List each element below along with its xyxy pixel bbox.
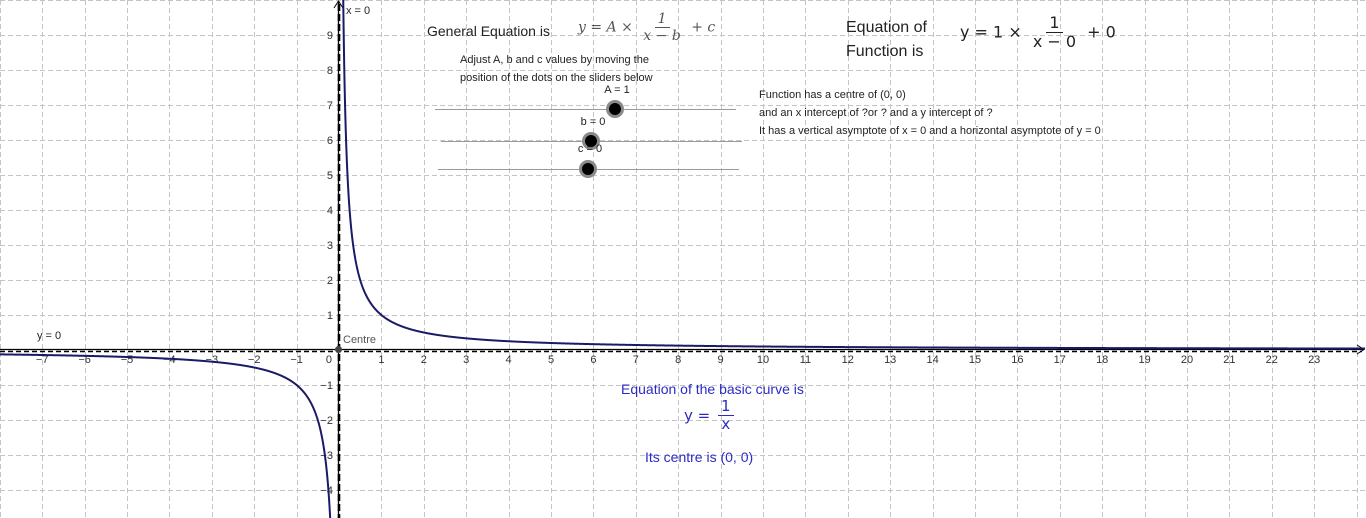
y-tick-label: 9: [327, 30, 333, 42]
y-tick-label: 7: [327, 100, 333, 112]
function-info-asymptotes: It has a vertical asymptote of x = 0 and…: [759, 125, 1101, 137]
x-tick-label: 16: [1011, 354, 1023, 366]
formula-lhs: y = 1 ×: [960, 22, 1022, 42]
x-tick-label: 15: [969, 354, 981, 366]
y-tick-label: 2: [327, 275, 333, 287]
function-equation-label-line-1: Equation of: [846, 19, 927, 36]
basic-curve-centre-text: Its centre is (0, 0): [645, 449, 754, 465]
x-tick-label: 3: [463, 354, 469, 366]
formula-lhs: y = A ×: [578, 19, 633, 36]
instruction-line-2: position of the dots on the sliders belo…: [460, 72, 653, 84]
x-tick-label: −4: [163, 354, 176, 366]
formula-tail: + 0: [1087, 22, 1116, 42]
x-tick-label: −1: [290, 354, 303, 366]
slider-a-track[interactable]: [435, 109, 736, 110]
x-tick-label: 20: [1181, 354, 1193, 366]
fraction-numerator: 1: [718, 397, 734, 417]
general-equation-label: General Equation is: [427, 23, 550, 39]
x-tick-label: −3: [206, 354, 219, 366]
y-tick-label: −4: [320, 485, 333, 497]
fraction-numerator: 1: [1046, 13, 1063, 34]
y-tick-label: 6: [327, 135, 333, 147]
slider-a-knob[interactable]: [606, 100, 624, 118]
y-tick-label: 1: [327, 310, 333, 322]
centre-point: [335, 346, 342, 353]
x-tick-label: 22: [1266, 354, 1278, 366]
formula-fraction: 1 x − 0: [1030, 13, 1079, 52]
general-equation-formula: y = A × 1 x − b + c: [578, 11, 715, 44]
function-equation-formula: y = 1 × 1 x − 0 + 0: [960, 13, 1116, 52]
x-tick-label: 8: [675, 354, 681, 366]
y-tick-label: 8: [327, 65, 333, 77]
fraction-denominator: x: [721, 415, 731, 434]
x-tick-label: −6: [78, 354, 91, 366]
function-info-centre: Function has a centre of (0, 0): [759, 89, 906, 101]
fraction-denominator: x − b: [643, 28, 681, 45]
formula-tail: + c: [691, 19, 716, 36]
horizontal-asymptote-label: y = 0: [37, 330, 62, 342]
slider-c-knob[interactable]: [579, 160, 597, 178]
centre-point-label: Centre: [343, 334, 377, 346]
instruction-line-1: Adjust A, b and c values by moving the: [460, 54, 649, 66]
x-tick-label: 6: [590, 354, 596, 366]
basic-curve-title: Equation of the basic curve is: [621, 381, 804, 397]
formula-fraction: 1 x − b: [640, 11, 684, 44]
points-layer: [335, 346, 342, 353]
tick-labels: −7 −6 −5 −4 −3 −2 −1 0 1 2 3 4 5 6 7 8 9 10 11 12 13 14 15 16 17…: [36, 30, 1320, 497]
y-tick-label: −3: [320, 450, 333, 462]
x-tick-label: 1: [378, 354, 384, 366]
x-tick-label: 9: [718, 354, 724, 366]
x-tick-label: 18: [1096, 354, 1108, 366]
y-tick-label: 3: [327, 240, 333, 252]
slider-a-label: A = 1: [604, 84, 630, 96]
y-tick-label: −2: [320, 415, 333, 427]
x-tick-label: 0: [326, 354, 332, 366]
x-tick-label: 7: [633, 354, 639, 366]
x-tick-label: −7: [36, 354, 49, 366]
x-tick-label: 23: [1308, 354, 1320, 366]
x-tick-label: 21: [1223, 354, 1235, 366]
x-tick-label: 2: [421, 354, 427, 366]
function-info-intercepts: and an x intercept of ?or ? and a y inte…: [759, 107, 993, 119]
x-tick-label: 12: [842, 354, 854, 366]
y-axis-arrow-icon: [333, 0, 344, 9]
asymptotes: [0, 4, 1362, 518]
x-tick-label: 14: [926, 354, 938, 366]
fraction-numerator: 1: [654, 11, 670, 29]
y-tick-label: −1: [320, 380, 333, 392]
x-tick-label: 17: [1054, 354, 1066, 366]
x-tick-label: 10: [757, 354, 769, 366]
slider-b-knob[interactable]: [582, 132, 600, 150]
slider-c-label: c = 0: [577, 143, 603, 155]
function-equation-label-line-2: Function is: [846, 43, 924, 60]
x-tick-label: 4: [506, 354, 512, 366]
formula-fraction: 1 x: [718, 397, 734, 434]
x-tick-label: 11: [800, 354, 811, 366]
x-tick-label: −5: [121, 354, 134, 366]
fraction-denominator: x − 0: [1032, 32, 1077, 52]
vertical-asymptote-label: x = 0: [346, 5, 371, 17]
x-tick-label: 13: [884, 354, 896, 366]
x-tick-label: 19: [1138, 354, 1150, 366]
y-tick-label: 4: [327, 205, 333, 217]
x-tick-label: −2: [248, 354, 261, 366]
formula-lhs: y =: [684, 406, 711, 425]
x-tick-label: 5: [548, 354, 554, 366]
basic-curve-formula: y = 1 x: [684, 397, 737, 434]
slider-b-label: b = 0: [580, 116, 606, 128]
y-tick-label: 5: [327, 170, 333, 182]
